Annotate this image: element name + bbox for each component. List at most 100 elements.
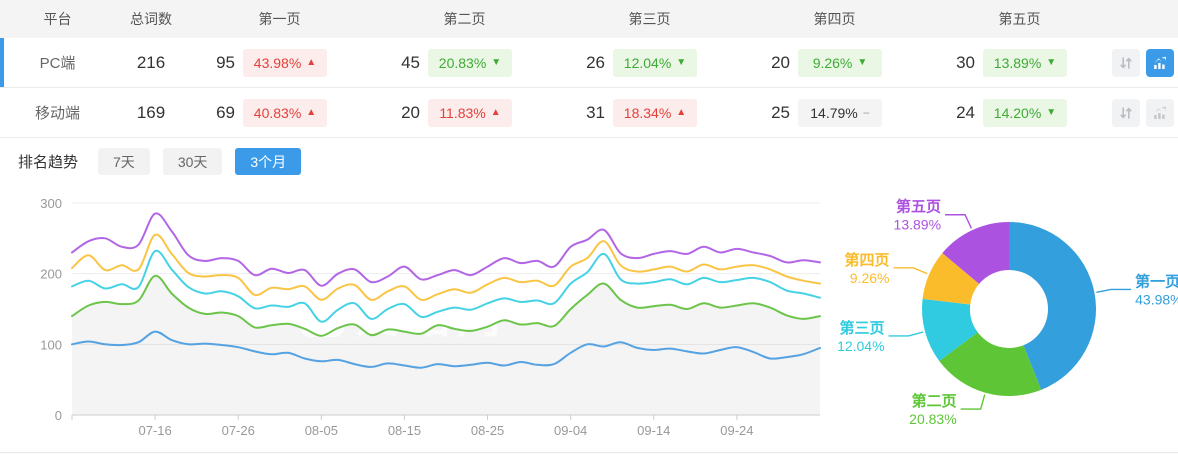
page2-change-badge: 11.83% ▲ (428, 98, 512, 127)
table-row-mobile[interactable]: 移动端 169 69 40.83% ▲ 20 11.83% ▲ 31 18.34% ▲… (0, 88, 1178, 138)
slice-第三页 (922, 298, 978, 361)
page5-count: 24 (956, 102, 975, 122)
trend-toolbar: 排名趋势 7天 30天 3个月 (0, 138, 1178, 185)
trend-arrow-icon: ▲ (306, 106, 317, 118)
svg-text:09-04: 09-04 (554, 423, 587, 438)
slice-label: 第四页 (844, 251, 889, 269)
page3-cell: 31 18.34% ▲ (557, 98, 742, 127)
svg-text:08-05: 08-05 (305, 423, 338, 438)
row-actions (1112, 98, 1178, 127)
page4-cell: 20 9.26% ▼ (742, 48, 927, 77)
svg-text:09-24: 09-24 (720, 423, 753, 438)
col-total-words: 总词数 (130, 11, 172, 27)
slice-percent: 13.89% (894, 217, 941, 233)
page1-count: 69 (216, 102, 235, 122)
trend-arrow-icon: ▼ (676, 56, 687, 68)
page3-cell: 26 12.04% ▼ (557, 48, 742, 77)
col-page5: 第五页 (998, 11, 1041, 27)
col-page2: 第二页 (443, 11, 486, 27)
row-actions (1112, 48, 1178, 77)
page3-change-badge: 12.04% ▼ (613, 48, 697, 77)
rank-trend-line-chart[interactable]: 爱站网 07-16 07-26 08-05 08-15 08-25 09-04 09-14 09… (0, 185, 830, 454)
trend-arrow-icon: ▼ (857, 56, 868, 68)
slice-第一页 (1009, 222, 1096, 390)
page1-count: 95 (216, 52, 235, 72)
tab-30days[interactable]: 30天 (162, 148, 223, 175)
trend-arrow-icon: ▲ (306, 56, 317, 68)
trend-arrow-icon: ▲ (490, 106, 501, 118)
slice-percent: 43.98% (1135, 291, 1178, 307)
page5-count: 30 (956, 52, 975, 72)
svg-text:0: 0 (55, 408, 62, 423)
page1-cell: 69 40.83% ▲ (187, 98, 372, 127)
svg-text:300: 300 (40, 196, 62, 211)
page3-change-badge: 18.34% ▲ (613, 98, 697, 127)
page4-cell: 25 14.79% − (742, 98, 927, 127)
svg-text:07-16: 07-16 (138, 423, 171, 438)
slice-percent: 12.04% (837, 338, 884, 354)
series-第五页 (71, 212, 821, 287)
svg-text:08-25: 08-25 (471, 423, 504, 438)
col-platform: 平台 (43, 11, 72, 27)
page5-change-badge: 14.20% ▼ (983, 98, 1067, 127)
trend-arrow-icon: − (862, 105, 870, 120)
slice-label: 第三页 (840, 319, 885, 337)
page5-cell: 30 13.89% ▼ (927, 48, 1112, 77)
page1-change-badge: 43.98% ▲ (243, 48, 327, 77)
trend-title: 排名趋势 (18, 154, 79, 171)
trend-arrow-icon: ▲ (676, 106, 687, 118)
charts-area: 爱站网 07-16 07-26 08-05 08-15 08-25 09-04 09-14 09… (0, 185, 1178, 454)
page3-count: 26 (586, 52, 605, 72)
table-header: 平台 总词数 第一页 第二页 第三页 第四页 第五页 (0, 0, 1178, 38)
page2-cell: 45 20.83% ▼ (372, 48, 557, 77)
tab-7days[interactable]: 7天 (98, 148, 150, 175)
page4-count: 20 (771, 52, 790, 72)
svg-text:09-14: 09-14 (637, 423, 670, 438)
series-第一页 (71, 330, 821, 369)
slice-第四页 (922, 253, 980, 305)
tab-3months[interactable]: 3个月 (235, 148, 302, 175)
page5-change-badge: 13.89% ▼ (983, 48, 1067, 77)
series-第二页 (71, 274, 821, 337)
slice-label: 第五页 (896, 198, 941, 216)
col-page1: 第一页 (258, 11, 301, 27)
page2-cell: 20 11.83% ▲ (372, 98, 557, 127)
page4-change-badge: 9.26% ▼ (798, 48, 882, 77)
slice-第五页 (942, 222, 1009, 284)
svg-text:07-26: 07-26 (222, 423, 255, 438)
table-row-pc[interactable]: PC端 216 95 43.98% ▲ 45 20.83% ▼ 26 12.04% ▼… (0, 38, 1178, 88)
page2-count: 20 (401, 102, 420, 122)
slice-percent: 9.26% (850, 270, 890, 286)
page4-change-badge: 14.79% − (798, 98, 882, 127)
page2-change-badge: 20.83% ▼ (428, 48, 512, 77)
page4-count: 25 (771, 102, 790, 122)
trend-chart-icon (1154, 106, 1166, 119)
svg-text:100: 100 (40, 337, 62, 352)
trend-chart-icon (1154, 56, 1166, 69)
col-page4: 第四页 (813, 11, 856, 27)
trend-arrow-icon: ▼ (1046, 106, 1057, 118)
sort-arrows-icon (1120, 106, 1132, 119)
trend-chart-button[interactable] (1146, 98, 1174, 127)
sort-arrows-icon (1120, 56, 1132, 69)
svg-text:200: 200 (40, 267, 62, 282)
series-第三页 (71, 249, 821, 323)
slice-label: 第二页 (912, 392, 957, 410)
page3-count: 31 (586, 102, 605, 122)
svg-text:08-15: 08-15 (388, 423, 421, 438)
slice-percent: 20.83% (909, 411, 956, 427)
trend-chart-button[interactable] (1146, 48, 1174, 77)
total-words-value: 169 (136, 102, 166, 122)
slice-第二页 (939, 332, 1042, 396)
page2-count: 45 (401, 52, 420, 72)
col-page3: 第三页 (628, 11, 671, 27)
trend-arrow-icon: ▼ (491, 56, 502, 68)
area-fill (72, 275, 820, 415)
trend-arrow-icon: ▼ (1046, 56, 1057, 68)
sort-arrows-button[interactable] (1112, 48, 1140, 77)
page1-cell: 95 43.98% ▲ (187, 48, 372, 77)
sort-arrows-button[interactable] (1112, 98, 1140, 127)
page5-cell: 24 14.20% ▼ (927, 98, 1112, 127)
